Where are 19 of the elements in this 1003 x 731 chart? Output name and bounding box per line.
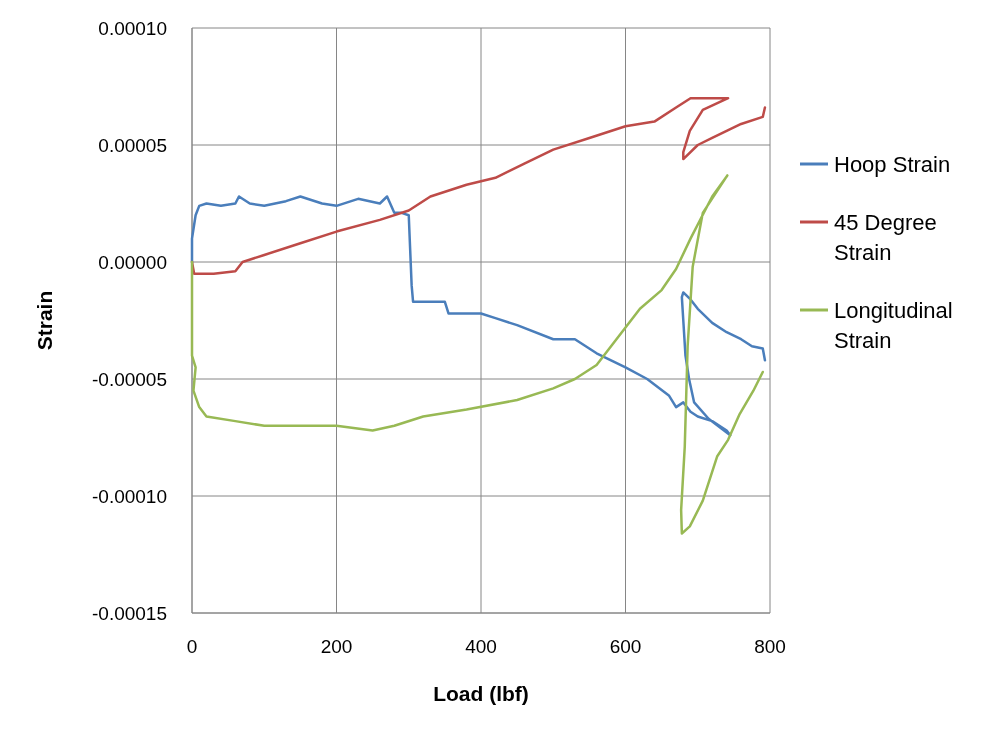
x-tick-label: 0	[186, 636, 198, 657]
legend-label: 45 Degree Strain	[834, 210, 937, 265]
x-tick-label: 800	[754, 636, 786, 657]
y-tick-label: 0.00010	[98, 18, 167, 39]
y-tick-label: 0.00005	[98, 135, 167, 156]
y-tick-label: -0.00015	[91, 603, 167, 624]
x-tick-label: 200	[320, 636, 353, 657]
legend-label: Longitudinal Strain	[834, 298, 953, 353]
line-series	[190, 96, 767, 275]
line-series	[190, 195, 767, 437]
y-tick-label: -0.00005	[91, 369, 167, 390]
y-tick-label: -0.00010	[91, 486, 167, 507]
x-tick-label: 400	[465, 636, 497, 657]
x-tick-label: 600	[609, 636, 642, 657]
y-axis-title: Strain	[33, 290, 56, 351]
line-series	[190, 174, 765, 535]
x-axis-title: Load (lbf)	[433, 682, 529, 705]
legend-label: Hoop Strain	[834, 152, 951, 177]
y-tick-label: 0.00000	[98, 252, 167, 273]
